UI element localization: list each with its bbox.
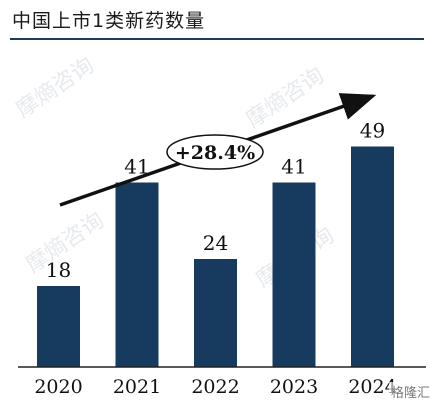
x-tick-label-2023: 2023 (270, 376, 318, 398)
growth-rate-label: +28.4% (175, 142, 255, 164)
corner-watermark: 格隆汇 (388, 382, 432, 401)
x-tick-label-2024: 2024 (348, 376, 396, 398)
x-tick-label-2022: 2022 (191, 376, 239, 398)
x-tick-label-2021: 2021 (113, 376, 161, 398)
bar-2022 (194, 259, 237, 367)
bar-2023 (272, 182, 316, 367)
growth-rate-ellipse (166, 134, 264, 170)
data-label-2023: 41 (281, 155, 306, 179)
bar-2024 (351, 146, 394, 367)
title-divider (10, 38, 424, 40)
chart-title: 中国上市1类新药数量 (12, 10, 206, 32)
bar-2021 (115, 182, 159, 367)
data-label-2020: 18 (46, 258, 71, 282)
bar-2020 (37, 286, 80, 367)
data-label-2024: 49 (360, 119, 385, 143)
data-label-2022: 24 (203, 231, 228, 255)
x-tick-label-2020: 2020 (34, 376, 82, 398)
